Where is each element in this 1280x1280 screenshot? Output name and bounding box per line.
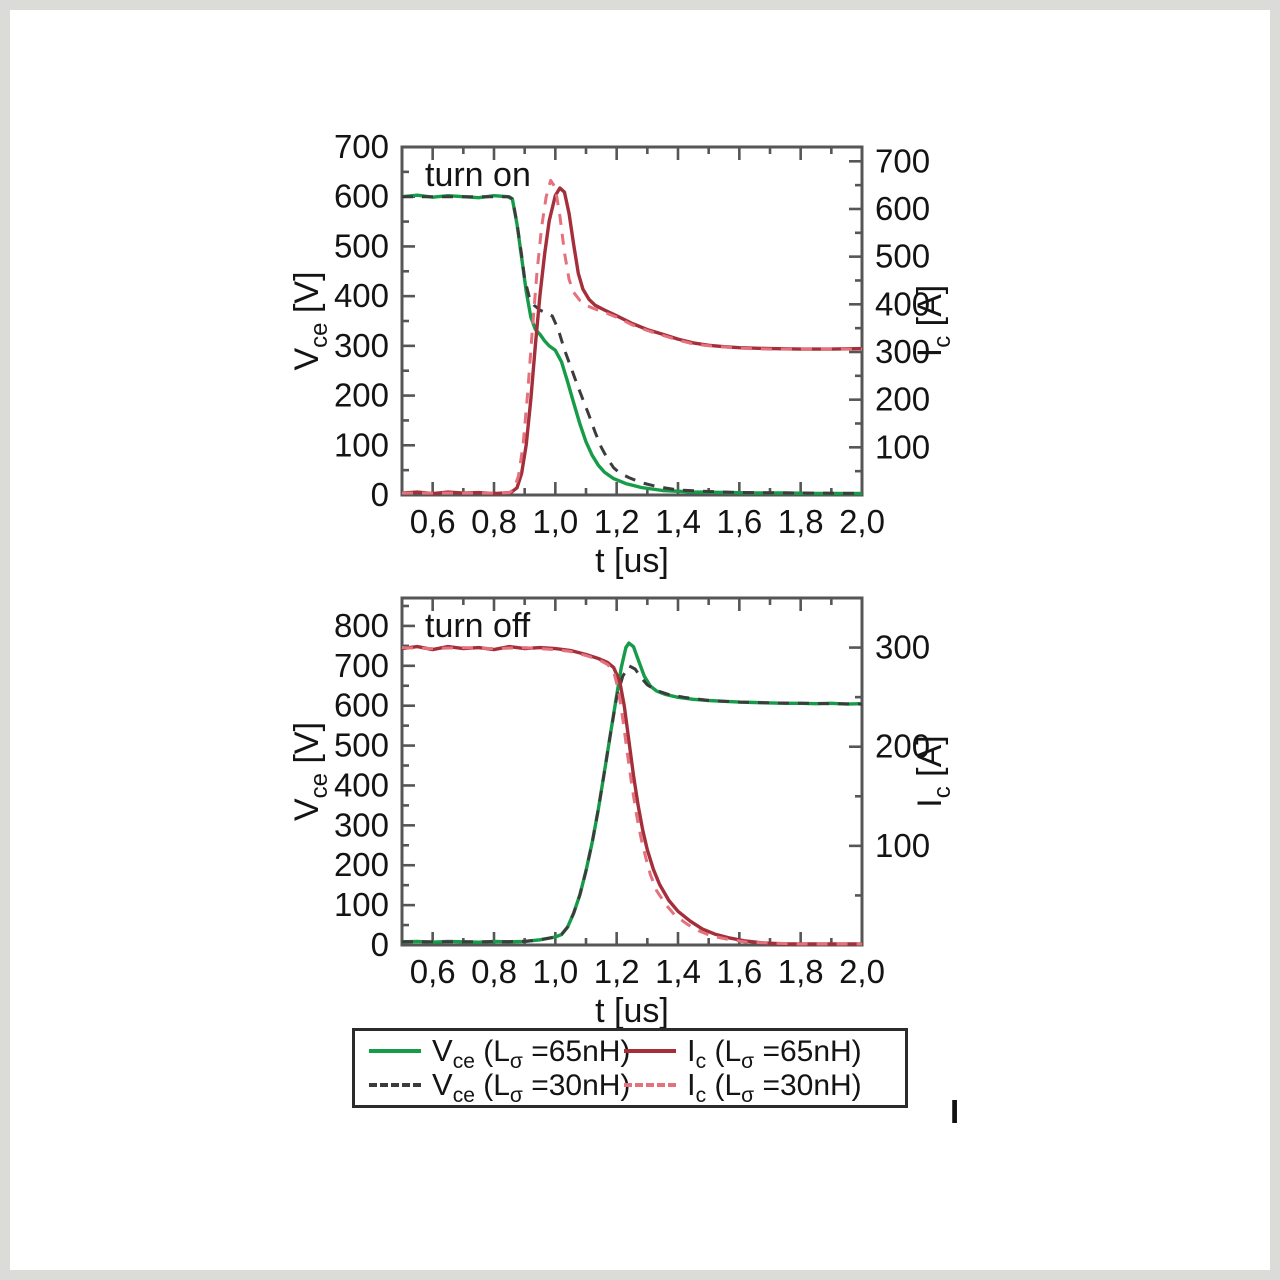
right-tick-label: 500 <box>875 238 930 275</box>
right-tick-label: 100 <box>875 827 930 864</box>
plot-frame <box>400 596 864 947</box>
chart-turn-off: 0,6 0,8 1,0 1,2 1,4 1,6 1,8 2,08007006005004003… <box>288 596 956 1030</box>
left-axis-title: Vce [V] <box>288 271 333 370</box>
left-tick-label: 700 <box>334 647 389 684</box>
left-tick-label: 300 <box>334 327 389 364</box>
x-tick-label: 1,0 <box>532 503 578 540</box>
left-tick-label: 100 <box>334 426 389 463</box>
left-tick-label: 300 <box>334 806 389 843</box>
legend-item-ic-30nh: Ic (Lσ =30nH) <box>624 1067 905 1107</box>
x-tick-label: 1,2 <box>594 953 640 990</box>
left-tick-label: 0 <box>371 476 389 513</box>
legend-label: Ic (Lσ =65nH) <box>687 1033 862 1073</box>
x-tick-label: 1,4 <box>655 953 701 990</box>
gray-dashed-line-swatch <box>369 1083 421 1087</box>
green-solid-line-swatch <box>369 1049 421 1053</box>
x-axis-title: t [us] <box>595 992 669 1030</box>
left-tick-label: 500 <box>334 727 389 764</box>
right-tick-label: 300 <box>875 333 930 370</box>
right-tick-label: 700 <box>875 142 930 179</box>
x-axis-title: t [us] <box>595 542 669 580</box>
chart-title: turn off <box>425 607 531 645</box>
plot-frame <box>400 145 864 497</box>
x-tick-label: 2,0 <box>839 503 885 540</box>
legend-label: Ic (Lσ =30nH) <box>687 1067 862 1107</box>
x-tick-label: 1,0 <box>532 953 578 990</box>
legend-box: Vce (Lσ =65nH) Ic (Lσ =65nH) Vce (Lσ =30… <box>352 1028 908 1108</box>
x-tick-label: 1,8 <box>778 953 824 990</box>
x-tick-label: 0,8 <box>471 503 517 540</box>
right-tick-label: 600 <box>875 190 930 227</box>
left-tick-label: 400 <box>334 766 389 803</box>
pink-dashed-line-swatch <box>624 1083 676 1087</box>
left-tick-label: 600 <box>334 178 389 215</box>
x-tick-label: 1,6 <box>716 503 762 540</box>
chart-title: turn on <box>425 156 531 194</box>
left-tick-label: 700 <box>334 128 389 165</box>
right-tick-label: 400 <box>875 285 930 322</box>
right-tick-label: 200 <box>875 381 930 418</box>
chart-turn-on: 0,6 0,8 1,0 1,2 1,4 1,6 1,8 2,0 700 600 500 400 300 2… <box>288 128 956 580</box>
left-tick-label: 500 <box>334 227 389 264</box>
ic-30nh-curve <box>402 178 862 495</box>
x-tick-label: 1,2 <box>594 503 640 540</box>
legend-item-vce-30nh: Vce (Lσ =30nH) <box>369 1068 630 1106</box>
vce-30nh-curve <box>402 664 863 944</box>
x-tick-label: 0,6 <box>410 503 456 540</box>
darkred-solid-line-swatch <box>624 1049 676 1053</box>
right-tick-label: 200 <box>875 728 930 765</box>
left-tick-label: 200 <box>334 846 389 883</box>
left-tick-label: 400 <box>334 277 389 314</box>
x-tick-label: 0,6 <box>410 953 456 990</box>
left-tick-label: 0 <box>371 926 389 963</box>
vce-65nh-curve <box>401 193 862 496</box>
right-tick-label: 300 <box>875 629 930 666</box>
x-tick-label: 2,0 <box>839 953 885 990</box>
legend-item-ic-65nh: Ic (Lσ =65nH) <box>624 1033 905 1073</box>
legend-label: Vce (Lσ =30nH) <box>432 1067 631 1107</box>
left-tick-label: 200 <box>334 377 389 414</box>
left-tick-label: 800 <box>334 607 389 644</box>
x-tick-label: 1,4 <box>655 503 701 540</box>
x-tick-label: 1,6 <box>716 953 762 990</box>
right-axis-title: Ic [A] <box>911 285 956 357</box>
left-tick-label: 600 <box>334 687 389 724</box>
right-axis-title: Ic [A] <box>911 735 956 807</box>
vce-30nh-curve <box>402 195 863 495</box>
stray-cursor-mark: I <box>950 1093 960 1130</box>
x-tick-label: 1,8 <box>778 503 824 540</box>
left-axis-title: Vce [V] <box>288 722 333 821</box>
ic-65nh-curve <box>401 186 863 496</box>
legend-item-vce-65nh: Vce (Lσ =65nH) <box>369 1034 630 1072</box>
left-tick-label: 100 <box>334 886 389 923</box>
legend-label: Vce (Lσ =65nH) <box>432 1033 631 1073</box>
x-tick-label: 0,8 <box>471 953 517 990</box>
right-tick-label: 100 <box>875 428 930 465</box>
ic-30nh-curve <box>401 646 862 946</box>
